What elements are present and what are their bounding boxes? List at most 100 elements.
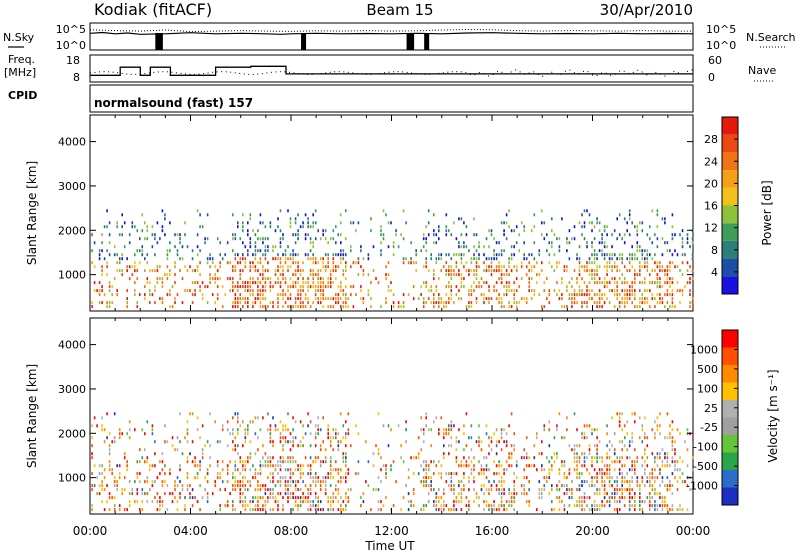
velocity-point [666,452,669,456]
velocity-point [440,504,443,508]
power-point [149,289,151,293]
power-point [586,261,588,265]
power-point [422,237,425,241]
velocity-point [237,452,239,456]
power-point [264,297,267,301]
velocity-point [649,504,651,508]
velocity-point [126,460,128,464]
velocity-point [319,464,322,468]
power-point [646,297,649,301]
velocity-point [611,460,613,464]
velocity-point [307,488,309,492]
power-point [641,249,644,253]
velocity-point [179,496,181,500]
power-point [601,237,603,241]
nave-point [316,73,318,75]
power-point [156,221,159,225]
velocity-point [646,476,649,480]
velocity-point [671,508,674,512]
velocity-point [159,460,161,464]
power-point [500,221,503,225]
power-point [485,265,488,269]
power-point [307,301,309,305]
power-point [490,273,493,277]
velocity-point [319,428,322,432]
velocity-point [661,476,664,480]
power-point [327,253,329,257]
velocity-point [576,468,578,472]
velocity-point [103,468,106,472]
velocity-point [284,488,287,492]
power-point [312,301,314,305]
power-point [538,249,541,253]
power-point [209,273,211,277]
power-point [179,257,181,261]
power-point [596,257,598,261]
power-point [422,265,425,269]
nave-point [103,71,105,73]
power-point [427,233,430,237]
power-point [307,253,309,257]
velocity-point [299,444,302,448]
power-point [671,289,674,293]
power-point [134,281,136,285]
velocity-point [244,488,247,492]
power-point [646,265,649,269]
power-point [634,253,636,257]
power-point [628,217,631,221]
velocity-point [581,500,583,504]
velocity-point [164,480,166,484]
power-point [342,273,345,277]
velocity-point [179,468,181,472]
velocity-point [661,480,664,484]
power-point [435,301,438,305]
velocity-point [199,460,201,464]
power-point [103,257,106,261]
velocity-point [307,496,309,500]
velocity-point [508,504,510,508]
velocity-point [659,424,661,428]
power-point [244,265,247,269]
velocity-point [556,428,558,432]
velocity-point [219,508,221,512]
power-point [186,269,189,273]
power-point [204,285,206,289]
noise-right-label: N.Search [746,31,796,44]
velocity-point [450,444,453,448]
velocity-point [644,500,646,504]
velocity-point [287,440,289,444]
velocity-point [621,472,623,476]
velocity-point [656,416,659,420]
power-point [686,241,689,245]
velocity-point [556,456,558,460]
power-point [166,265,169,269]
power-point [292,253,294,257]
velocity-point [329,436,332,440]
velocity-colorbar-swatch [722,487,738,505]
velocity-point [149,468,151,472]
velocity-point [669,484,671,488]
power-point [146,253,149,257]
power-point [488,269,490,273]
power-point [669,249,671,253]
power-point [179,233,181,237]
power-point [541,305,543,309]
power-point [239,273,242,277]
power-point [322,265,324,269]
power-point [455,273,458,277]
velocity-point [676,480,679,484]
power-point [488,265,490,269]
velocity-point [108,444,111,448]
power-point [566,265,568,269]
velocity-point [277,504,279,508]
power-point [598,305,601,309]
power-point [141,229,144,233]
velocity-point [480,468,483,472]
power-point [656,225,659,229]
power-point [606,269,608,273]
power-point [641,229,644,233]
power-point [367,273,370,277]
power-point [485,297,488,301]
power-point [252,277,254,281]
velocity-point [420,508,422,512]
